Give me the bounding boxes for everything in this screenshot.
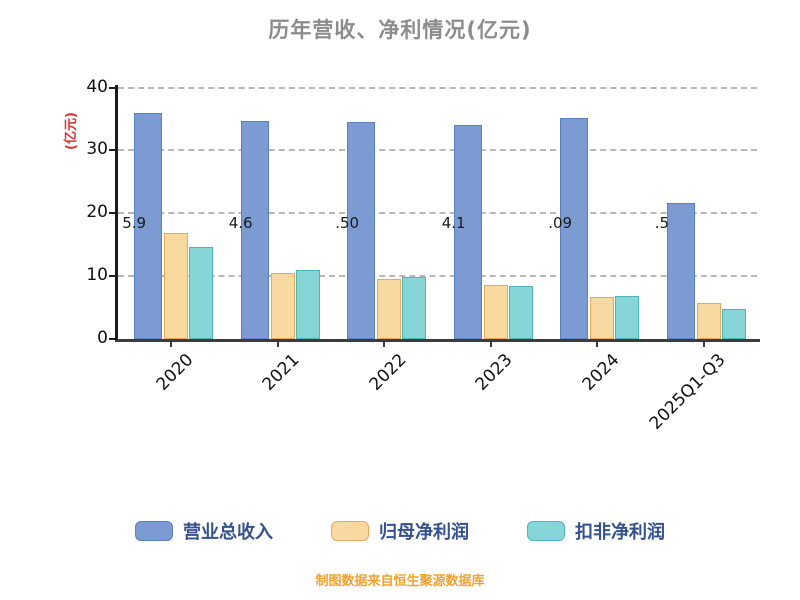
bar-扣非净利润-2025Q1-Q3 [721, 308, 746, 339]
bar-营业总收入-2022 [347, 122, 376, 339]
x-tick-mark [170, 341, 173, 347]
legend-label: 归母净利润 [379, 522, 469, 543]
data-source-caption: 制图数据来自恒生聚源数据库 [315, 574, 485, 589]
bar-value-label: .50 [335, 214, 360, 232]
x-tick-label: 2022 [365, 350, 411, 395]
grid-line [118, 275, 757, 278]
bar-value-label: .5 [654, 214, 670, 232]
bar-归母净利润-2022 [377, 278, 402, 339]
y-tick-mark [109, 212, 117, 215]
bar-value-label: .09 [548, 214, 573, 232]
x-tick-mark [489, 341, 492, 347]
legend-swatch [527, 521, 565, 541]
y-tick-label: 20 [86, 202, 108, 223]
x-tick-label: 2024 [578, 350, 624, 395]
x-tick-label: 2020 [152, 350, 198, 395]
bar-营业总收入-2021 [240, 120, 269, 339]
bar-营业总收入-2024 [560, 118, 589, 339]
y-tick-mark [109, 275, 117, 278]
bar-value-label: 4.6 [228, 214, 253, 232]
legend-label: 扣非净利润 [575, 522, 665, 543]
y-tick-label: 30 [86, 139, 108, 160]
x-axis-line [115, 339, 760, 342]
x-tick-mark [702, 341, 705, 347]
bar-归母净利润-2021 [270, 272, 295, 339]
bar-归母净利润-2023 [483, 284, 508, 339]
bar-营业总收入-2020 [134, 113, 163, 339]
x-tick-mark [383, 341, 386, 347]
legend-swatch [331, 521, 369, 541]
bar-value-label: 5.9 [122, 214, 147, 232]
x-tick-label: 2023 [472, 350, 517, 395]
y-tick-label: 10 [86, 265, 108, 286]
bar-营业总收入-2023 [453, 124, 482, 339]
grid-line [118, 212, 757, 215]
y-tick-label: 0 [97, 328, 108, 348]
bar-归母净利润-2024 [590, 296, 615, 339]
chart-legend: 营业总收入 归母净利润 扣非净利润 [0, 513, 800, 549]
grid-line [118, 149, 757, 152]
bar-value-label: 4.1 [441, 214, 466, 232]
legend-item: 扣非净利润 [527, 518, 665, 544]
bar-扣非净利润-2020 [189, 247, 214, 339]
bar-营业总收入-2025Q1-Q3 [666, 203, 695, 339]
legend-item: 归母净利润 [331, 518, 469, 544]
bar-扣非净利润-2024 [615, 295, 640, 339]
y-tick-mark [109, 149, 117, 152]
legend-swatch [135, 521, 173, 541]
chart-title: 历年营收、净利情况(亿元) [268, 18, 532, 42]
x-tick-mark [596, 341, 599, 347]
legend-item: 营业总收入 [135, 518, 273, 544]
bar-扣非净利润-2022 [402, 276, 427, 339]
y-tick-mark [109, 86, 117, 89]
bar-归母净利润-2025Q1-Q3 [696, 303, 721, 339]
x-tick-mark [276, 341, 279, 347]
y-tick-label: 40 [86, 76, 108, 97]
x-tick-label: 2025Q1-Q3 [646, 350, 730, 434]
grid-line [118, 86, 757, 89]
bar-扣非净利润-2021 [295, 269, 320, 339]
y-tick-mark [109, 338, 117, 340]
bar-归母净利润-2020 [164, 233, 189, 339]
x-tick-label: 2021 [259, 350, 304, 395]
legend-label: 营业总收入 [183, 522, 273, 543]
bar-扣非净利润-2023 [508, 285, 533, 339]
